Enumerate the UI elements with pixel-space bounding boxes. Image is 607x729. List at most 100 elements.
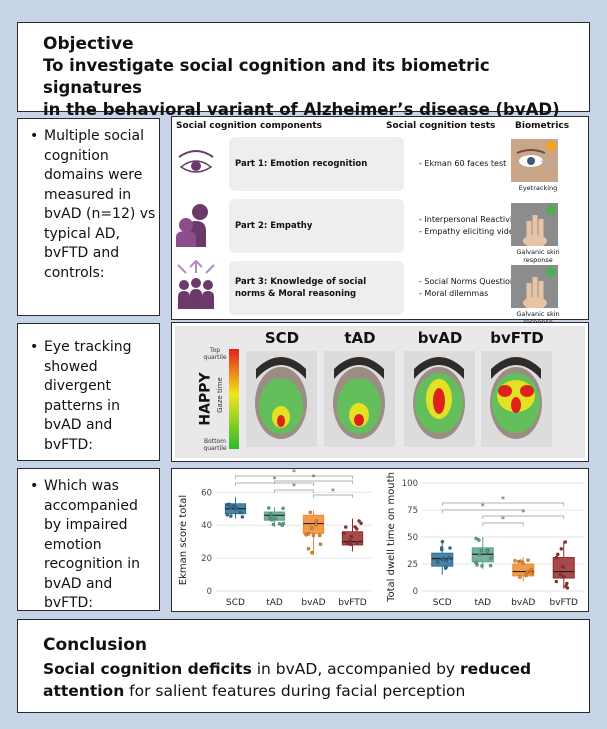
y-tick-label: 0: [413, 587, 418, 597]
data-point: [444, 565, 449, 569]
conclusion-heading: Conclusion: [43, 635, 147, 655]
face-heatmap-bvftd: [481, 351, 552, 447]
data-point: [228, 506, 233, 510]
data-point: [308, 510, 313, 515]
data-point: [518, 575, 522, 579]
data-point: [477, 538, 481, 542]
col-header-biometrics: Biometrics: [515, 121, 570, 131]
data-point: [345, 541, 350, 545]
data-point: [444, 558, 448, 563]
data-point: [448, 546, 452, 550]
x-tick-label: bvFTD: [338, 598, 367, 608]
data-point: [475, 563, 479, 567]
data-point: [240, 515, 245, 519]
significance-bracket: [482, 515, 565, 519]
dwell-time-chart: Total dwell time on mouth 0 25 50 75 100 SCD tA…: [386, 472, 584, 608]
tests-part-2: - Interpersonal Reactivity Index - Empat…: [419, 215, 545, 236]
significance-star: *: [331, 487, 335, 496]
data-point: [306, 547, 311, 551]
data-point: [554, 555, 559, 560]
y-axis-label: Total dwell time on mouth: [386, 472, 397, 603]
significance-star: *: [292, 469, 296, 477]
part-2-label: Part 2: Empathy: [235, 221, 313, 231]
top-quartile-label: Top quartile: [203, 347, 227, 361]
finding-1: Multiple social cognition domains were m…: [30, 127, 159, 283]
significance-bracket: [274, 489, 314, 493]
x-tick-label: SCD: [226, 598, 245, 608]
data-point: [355, 527, 359, 531]
data-point: [311, 533, 316, 538]
data-point: [519, 559, 523, 564]
data-point: [238, 510, 243, 515]
data-point: [314, 519, 319, 523]
significance-star: *: [501, 515, 505, 524]
row-social-norms: Part 3: Knowledge of social norms & Moral…: [229, 261, 404, 315]
x-tick-label: tAD: [266, 598, 283, 608]
significance-bracket: [441, 502, 565, 506]
gaze-color-scale: [229, 349, 239, 449]
data-point: [525, 570, 529, 574]
heatmap-title-bvad: bvAD: [417, 329, 463, 347]
boxplot-panel: Ekman score total 0 20 40 60 SCD tAD bvAD bvFTD *…: [171, 468, 589, 612]
data-point: [524, 573, 528, 578]
data-point: [348, 542, 353, 547]
tests-part-3: - Social Norms Questionnaire - Moral dil…: [419, 277, 536, 298]
finding-3: Which was accompanied by impaired emotio…: [30, 477, 159, 614]
data-point: [270, 518, 274, 522]
data-point: [565, 586, 570, 590]
x-tick-label: bvAD: [301, 598, 325, 608]
x-tick-label: tAD: [474, 598, 491, 608]
objective-line-1: To investigate social cognition and its …: [43, 56, 490, 97]
x-tick-label: SCD: [433, 598, 452, 608]
data-point: [561, 575, 566, 579]
data-point: [440, 539, 445, 544]
objective-heading: Objective: [43, 34, 134, 54]
y-tick-label: 100: [402, 479, 418, 489]
data-point: [267, 506, 271, 510]
data-point: [554, 579, 559, 584]
gsr-photo-2: [511, 265, 558, 308]
data-point: [281, 506, 285, 511]
finding-box-3: Which was accompanied by impaired emotio…: [17, 468, 160, 611]
data-point: [318, 542, 323, 546]
data-point: [344, 525, 348, 529]
data-point: [561, 565, 565, 569]
data-point: [273, 516, 278, 521]
data-point: [225, 513, 230, 517]
finding-2: Eye tracking showed divergent patterns i…: [30, 338, 159, 455]
gsr-photo-1: [511, 203, 558, 246]
data-point: [229, 514, 233, 518]
significance-bracket: [482, 522, 524, 526]
x-tick-label: bvAD: [511, 598, 535, 608]
significance-star: *: [273, 475, 277, 484]
empathy-heads-icon: [176, 204, 208, 247]
data-point: [348, 539, 352, 543]
data-point: [357, 519, 361, 523]
data-point: [477, 552, 482, 557]
significance-star: *: [481, 502, 485, 511]
social-group-icon: [177, 259, 215, 309]
gaze-time-label: Gaze time: [215, 377, 224, 413]
part-3-label: Part 3: Knowledge of social norms & Moral…: [235, 277, 367, 299]
objective-box: Objective To investigate social cognitio…: [17, 22, 590, 119]
data-point: [277, 522, 282, 526]
data-point: [526, 558, 530, 562]
box-tAD: [263, 511, 286, 521]
data-point: [271, 522, 276, 527]
gsr-caption-1: Galvanic skin response: [516, 248, 560, 264]
y-tick-label: 60: [201, 488, 212, 498]
x-tick-label: bvFTD: [550, 598, 579, 608]
data-point: [488, 563, 493, 568]
heatmap-title-tad: tAD: [344, 329, 376, 347]
significance-bracket: [235, 475, 353, 479]
data-point: [342, 531, 346, 536]
significance-star: *: [521, 508, 525, 517]
face-heatmap-scd: [246, 351, 317, 447]
emotion-label: HAPPY: [197, 372, 214, 426]
data-point: [435, 560, 440, 564]
data-point: [355, 540, 360, 545]
finding-box-2: Eye tracking showed divergent patterns i…: [17, 323, 160, 461]
data-point: [227, 502, 232, 506]
data-point: [530, 571, 534, 575]
data-point: [447, 556, 451, 560]
